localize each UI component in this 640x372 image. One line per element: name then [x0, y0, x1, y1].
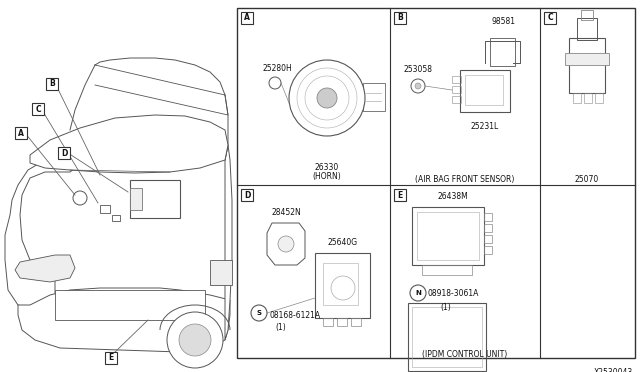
- Bar: [394, 189, 406, 201]
- Text: 25640G: 25640G: [328, 238, 358, 247]
- Bar: [544, 12, 556, 24]
- Bar: [363, 83, 385, 111]
- Text: B: B: [397, 13, 403, 22]
- Text: (1): (1): [276, 323, 286, 332]
- Bar: [112, 215, 120, 221]
- Bar: [130, 180, 180, 218]
- Bar: [241, 12, 253, 24]
- Circle shape: [251, 305, 267, 321]
- Bar: [490, 38, 515, 66]
- Bar: [452, 96, 461, 103]
- Text: C: C: [35, 105, 41, 113]
- Bar: [55, 290, 205, 320]
- Text: D: D: [61, 148, 67, 157]
- Circle shape: [179, 324, 211, 356]
- Bar: [32, 103, 44, 115]
- Text: 25280H: 25280H: [262, 64, 292, 73]
- Text: 08918-3061A: 08918-3061A: [428, 289, 479, 298]
- Bar: [484, 213, 492, 221]
- Text: 26330: 26330: [315, 163, 339, 172]
- Polygon shape: [225, 145, 232, 340]
- Bar: [569, 38, 605, 93]
- Text: 98581: 98581: [491, 17, 515, 26]
- Bar: [460, 70, 510, 112]
- Text: A: A: [244, 13, 250, 22]
- Text: (AIR BAG FRONT SENSOR): (AIR BAG FRONT SENSOR): [415, 175, 515, 184]
- Polygon shape: [15, 255, 75, 282]
- Text: B: B: [49, 80, 55, 89]
- Bar: [577, 18, 597, 40]
- Bar: [452, 76, 461, 83]
- Text: E: E: [397, 190, 403, 199]
- Bar: [351, 318, 361, 326]
- Bar: [105, 352, 117, 364]
- Text: E: E: [108, 353, 114, 362]
- Bar: [100, 205, 110, 213]
- Text: S: S: [257, 310, 262, 316]
- Text: C: C: [547, 13, 553, 22]
- Bar: [315, 253, 370, 318]
- Bar: [237, 8, 635, 358]
- Bar: [484, 224, 492, 232]
- Text: N: N: [415, 290, 421, 296]
- Text: 253058: 253058: [403, 65, 433, 74]
- Bar: [595, 93, 603, 103]
- Text: 08168-6121A: 08168-6121A: [269, 311, 320, 320]
- Text: 25231L: 25231L: [471, 122, 499, 131]
- Bar: [337, 318, 347, 326]
- Text: D: D: [244, 190, 250, 199]
- Circle shape: [167, 312, 223, 368]
- Text: 28452N: 28452N: [271, 208, 301, 217]
- Bar: [484, 246, 492, 254]
- Text: X2530043: X2530043: [594, 368, 633, 372]
- Circle shape: [331, 276, 355, 300]
- Circle shape: [269, 77, 281, 89]
- Text: A: A: [18, 128, 24, 138]
- Text: 25070: 25070: [575, 175, 599, 184]
- Bar: [452, 86, 461, 93]
- Text: (1): (1): [440, 303, 451, 312]
- Circle shape: [415, 83, 421, 89]
- Bar: [412, 307, 482, 367]
- Bar: [565, 53, 609, 65]
- Circle shape: [289, 60, 365, 136]
- Bar: [210, 260, 232, 285]
- Bar: [323, 318, 333, 326]
- Bar: [241, 189, 253, 201]
- Bar: [130, 188, 142, 210]
- Bar: [46, 78, 58, 90]
- Bar: [408, 303, 486, 371]
- Bar: [573, 93, 581, 103]
- Bar: [417, 212, 479, 260]
- Circle shape: [317, 88, 337, 108]
- Polygon shape: [18, 288, 230, 352]
- Text: (IPDM CONTROL UNIT): (IPDM CONTROL UNIT): [422, 350, 508, 359]
- Bar: [58, 147, 70, 159]
- Bar: [323, 263, 358, 305]
- Polygon shape: [267, 223, 305, 265]
- Circle shape: [411, 79, 425, 93]
- Bar: [412, 207, 484, 265]
- Bar: [15, 127, 27, 139]
- Text: 26438M: 26438M: [438, 192, 468, 201]
- Bar: [484, 235, 492, 243]
- Bar: [422, 265, 472, 275]
- Text: (HORN): (HORN): [312, 172, 341, 181]
- Bar: [394, 12, 406, 24]
- Bar: [581, 10, 593, 20]
- Bar: [584, 93, 592, 103]
- Polygon shape: [30, 115, 228, 173]
- Bar: [465, 75, 503, 105]
- Circle shape: [73, 191, 87, 205]
- Circle shape: [410, 285, 426, 301]
- Polygon shape: [5, 158, 75, 310]
- Circle shape: [278, 236, 294, 252]
